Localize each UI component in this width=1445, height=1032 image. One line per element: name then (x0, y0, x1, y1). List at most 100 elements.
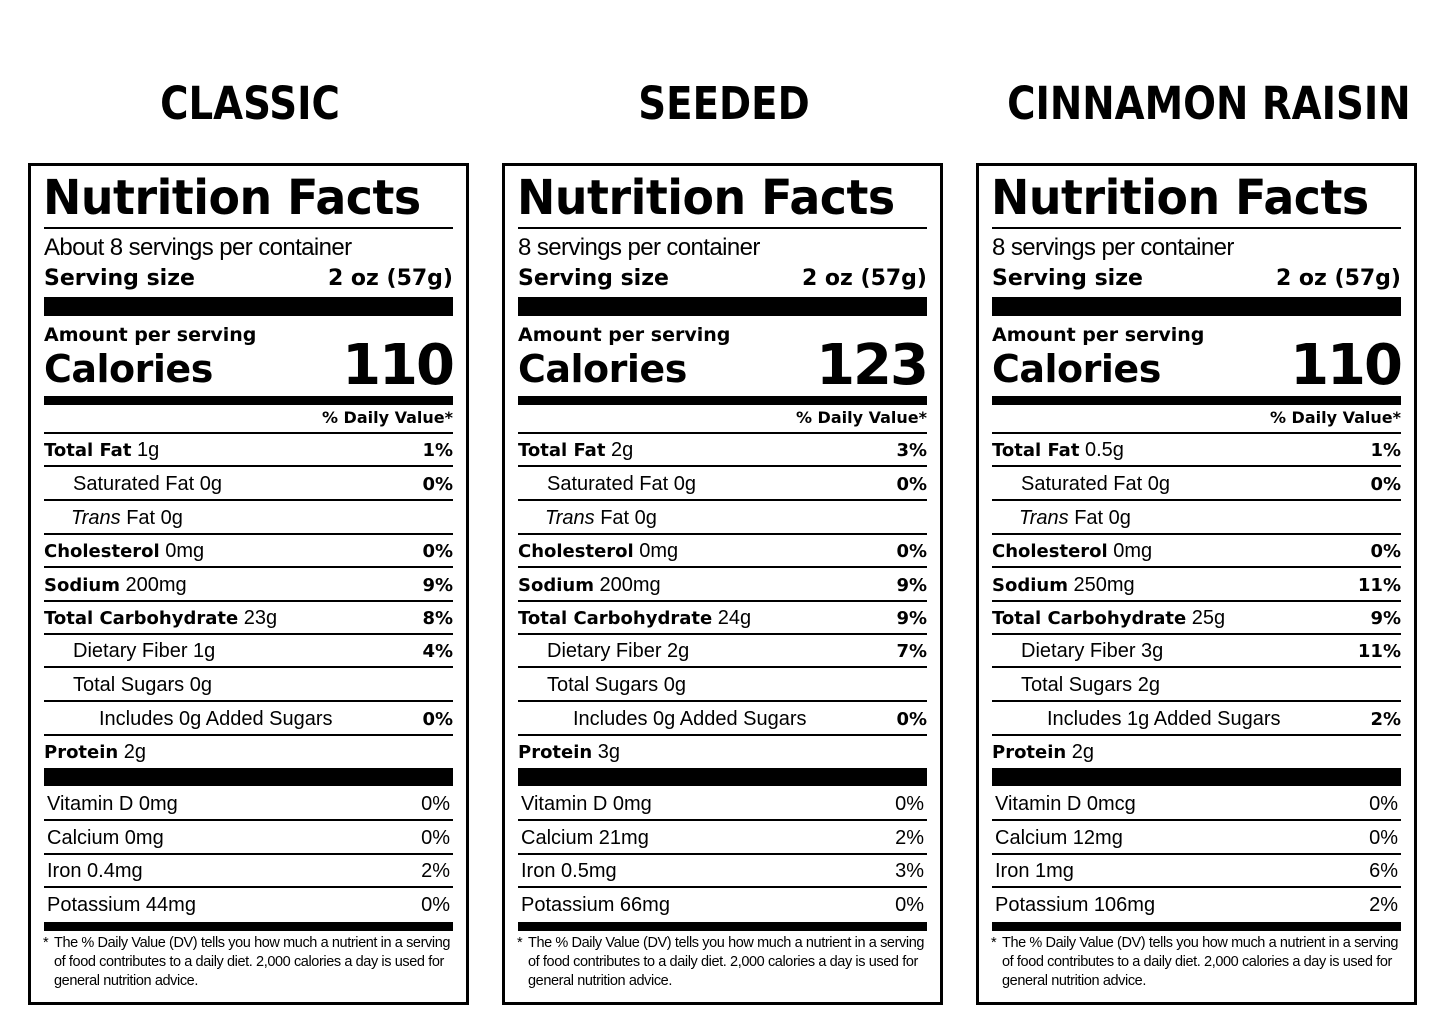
thick-rule (518, 768, 927, 786)
calories-label: Calories (44, 347, 213, 391)
nutrient-row: Dietary Fiber 2g 7% (518, 635, 927, 668)
nutrient-row: Sodium 200mg 9% (518, 569, 927, 602)
vitamin-daily-value: 0% (1369, 793, 1398, 815)
nutrient-amount: Total Sugars 2g (1021, 674, 1160, 696)
nutrient-name: Sodium 250mg (992, 569, 1135, 602)
nutrient-daily-value: 0% (1370, 541, 1401, 562)
nutrient-row: Cholesterol 0mg 0% (44, 535, 453, 568)
nutrient-bold-name: Total Fat (518, 440, 606, 461)
divider (518, 886, 927, 888)
nutrient-daily-value: 9% (896, 575, 927, 596)
calories-label: Calories (518, 347, 687, 391)
divider (992, 886, 1401, 888)
nutrient-bold-name: Total Fat (44, 440, 132, 461)
nutrient-row: Total Fat 0.5g 1% (992, 434, 1401, 467)
divider (518, 700, 927, 702)
nutrient-row: Total Carbohydrate 23g 8% (44, 602, 453, 635)
nutrient-name: Total Sugars 2g (1021, 669, 1160, 702)
divider (518, 819, 927, 821)
label-inner: Nutrition Facts 8 servings per container S… (991, 166, 1403, 1002)
nutrient-name: Trans Fat 0g (545, 502, 657, 535)
nutrient-name: Trans Fat 0g (1019, 502, 1131, 535)
nutrient-daily-value: 9% (422, 575, 453, 596)
daily-value-header: % Daily Value* (321, 408, 453, 427)
nutrient-name: Total Fat 2g (518, 434, 633, 467)
vitamin-daily-value: 0% (421, 827, 450, 849)
nutrient-name: Trans Fat 0g (71, 502, 183, 535)
nutrient-bold-name: Cholesterol (992, 541, 1108, 562)
nutrient-bold-name: Sodium (44, 575, 120, 596)
nutrient-italic-name: Trans (545, 507, 595, 529)
nutrient-name: Dietary Fiber 3g (1021, 635, 1163, 668)
nutrient-row: Total Sugars 2g (992, 669, 1401, 702)
nutrient-name: Total Carbohydrate 25g (992, 602, 1225, 635)
nutrient-amount: Dietary Fiber 1g (73, 640, 216, 662)
nutrient-bold-name: Total Carbohydrate (44, 608, 239, 629)
nutrient-name: Cholesterol 0mg (518, 535, 678, 568)
nutrient-row: Saturated Fat 0g 0% (518, 468, 927, 501)
servings-per-container: 8 servings per container (992, 234, 1234, 261)
vitamin-name: Calcium 0mg (47, 827, 164, 849)
vitamin-daily-value: 0% (1369, 827, 1398, 849)
divider (992, 533, 1401, 535)
nutrient-daily-value: 9% (896, 608, 927, 629)
divider (44, 819, 453, 821)
nutrient-amount: Total Sugars 0g (73, 674, 212, 696)
vitamin-row: Iron 0.4mg 2% (44, 855, 453, 888)
nutrient-daily-value: 1% (1370, 440, 1401, 461)
nutrient-bold-name: Total Carbohydrate (518, 608, 713, 629)
vitamin-row: Calcium 21mg 2% (518, 822, 927, 855)
nutrient-row: Saturated Fat 0g 0% (992, 468, 1401, 501)
nutrient-daily-value: 0% (896, 709, 927, 730)
nutrient-daily-value: 8% (422, 608, 453, 629)
serving-size-row: Serving size 2 oz (57g) (518, 263, 927, 295)
vitamin-daily-value: 0% (895, 894, 924, 916)
divider (518, 666, 927, 668)
divider (992, 432, 1401, 434)
nutrient-name: Includes 0g Added Sugars (573, 703, 807, 736)
nutrient-amount: 2g (118, 741, 147, 763)
nutrient-name: Protein 2g (992, 736, 1094, 769)
nutrition-facts-title: Nutrition Facts (43, 170, 421, 226)
nutrient-amount: 200mg (119, 574, 187, 596)
calories-value: 123 (816, 333, 929, 398)
nutrient-amount: 0.5g (1079, 439, 1124, 461)
nutrient-name: Cholesterol 0mg (992, 535, 1152, 568)
serving-size-value: 2 oz (57g) (801, 266, 927, 291)
nutrient-row: Total Sugars 0g (44, 669, 453, 702)
nutrient-row: Cholesterol 0mg 0% (992, 535, 1401, 568)
nutrient-name: Total Fat 0.5g (992, 434, 1124, 467)
divider (518, 600, 927, 602)
vitamin-row: Vitamin D 0mg 0% (518, 788, 927, 821)
medium-rule (44, 922, 453, 931)
calories-value: 110 (1290, 333, 1403, 398)
nutrient-name: Dietary Fiber 2g (547, 635, 689, 668)
nutrient-name: Protein 3g (518, 736, 620, 769)
footnote: * The % Daily Value (DV) tells you how mu… (991, 934, 1403, 991)
divider (992, 566, 1401, 568)
medium-rule (518, 922, 927, 931)
nutrient-bold-name: Sodium (992, 575, 1068, 596)
nutrient-amount: 2g (1066, 741, 1095, 763)
nutrient-row: Total Sugars 0g (518, 669, 927, 702)
nutrient-row: Sodium 250mg 11% (992, 569, 1401, 602)
nutrient-bold-name: Sodium (518, 575, 594, 596)
divider (992, 734, 1401, 736)
vitamin-row: Potassium 44mg 0% (44, 889, 453, 922)
nutrient-daily-value: 0% (896, 474, 927, 495)
servings-per-container: 8 servings per container (518, 234, 760, 261)
nutrient-daily-value: 4% (422, 641, 453, 662)
nutrient-amount: 250mg (1067, 574, 1135, 596)
nutrition-facts-label: Nutrition Facts 8 servings per container S… (502, 163, 943, 1005)
nutrient-amount: Dietary Fiber 2g (547, 640, 690, 662)
thick-rule (992, 297, 1401, 316)
nutrient-row: Includes 0g Added Sugars 0% (44, 703, 453, 736)
footnote-text: The % Daily Value (DV) tells you how muc… (54, 935, 451, 989)
nutrient-daily-value: 0% (1370, 474, 1401, 495)
variety-heading: CLASSIC (160, 77, 340, 130)
nutrient-amount: Saturated Fat 0g (547, 473, 696, 495)
vitamin-daily-value: 2% (1369, 894, 1398, 916)
nutrient-row: Protein 2g (992, 736, 1401, 769)
nutrient-amount: 25g (1186, 607, 1226, 629)
nutrient-row: Dietary Fiber 1g 4% (44, 635, 453, 668)
